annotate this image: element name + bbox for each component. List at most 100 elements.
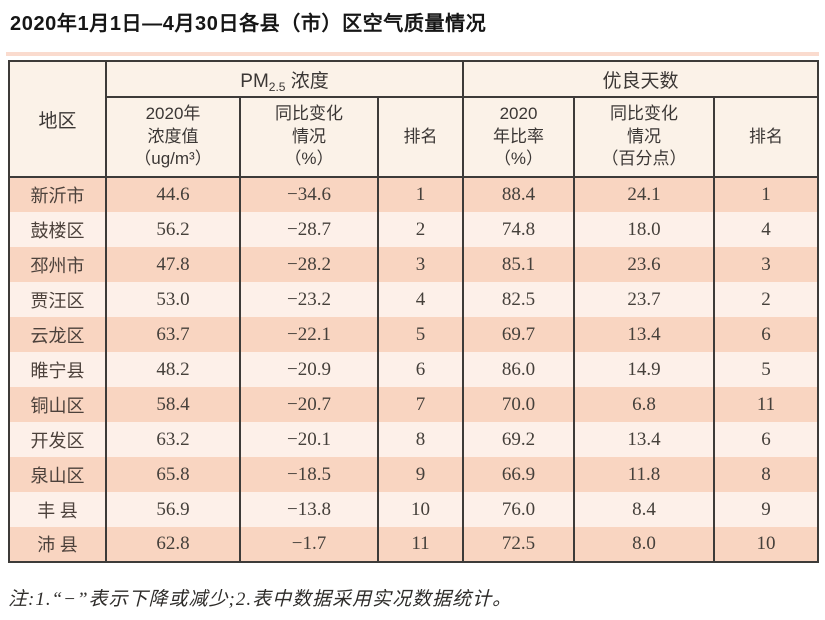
pm-rank-cell: 10 (377, 492, 464, 527)
pm-rank-cell: 11 (377, 527, 464, 562)
table-row: 云龙区 63.7 −22.1 5 69.7 13.4 6 (8, 317, 820, 352)
region-cell: 泉山区 (8, 457, 107, 492)
days-change-cell: 11.8 (573, 457, 715, 492)
pm-rank-cell: 8 (377, 422, 464, 457)
days-change-cell: 6.8 (573, 387, 715, 422)
pm-value-cell: 48.2 (105, 352, 241, 387)
pm-rank-cell: 5 (377, 317, 464, 352)
pm-value-cell: 56.2 (105, 212, 241, 247)
pm-rank-cell: 6 (377, 352, 464, 387)
table-row: 铜山区 58.4 −20.7 7 70.0 6.8 11 (8, 387, 820, 422)
days-ratio-cell: 66.9 (462, 457, 575, 492)
region-cell: 开发区 (8, 422, 107, 457)
table-row: 邳州市 47.8 −28.2 3 85.1 23.6 3 (8, 247, 820, 282)
pm-rank-cell: 2 (377, 212, 464, 247)
days-rank-cell: 11 (712, 387, 820, 422)
pm-change-cell: −20.7 (239, 387, 379, 422)
region-cell: 睢宁县 (8, 352, 107, 387)
days-ratio-cell: 82.5 (462, 282, 575, 317)
header-pm-change: 同比变化 情况 （%） (239, 97, 379, 178)
pm-change-cell: −28.7 (239, 212, 379, 247)
table-row: 丰 县 56.9 −13.8 10 76.0 8.4 9 (8, 492, 820, 527)
header-days-change: 同比变化 情况 （百分点） (573, 97, 715, 178)
pm-label-suffix: 浓度 (285, 70, 329, 92)
pm-value-cell: 63.7 (105, 317, 241, 352)
decorative-strip (6, 52, 819, 56)
days-rank-cell: 2 (712, 282, 820, 317)
pm-change-cell: −28.2 (239, 247, 379, 282)
days-rank-cell: 10 (712, 527, 820, 562)
pm-rank-cell: 1 (377, 177, 464, 212)
pm-change-cell: −22.1 (239, 317, 379, 352)
air-quality-table: 地区 PM2.5 浓度 优良天数 2020年 浓度值 （ug/m³） 同比变化 … (8, 60, 820, 563)
region-cell: 邳州市 (8, 247, 107, 282)
region-cell: 云龙区 (8, 317, 107, 352)
pm-value-cell: 62.8 (105, 527, 241, 562)
header-days-rank: 排名 (712, 97, 820, 178)
pm-change-cell: −20.1 (239, 422, 379, 457)
header-pm-rank: 排名 (377, 97, 464, 178)
table-row: 沛 县 62.8 −1.7 11 72.5 8.0 10 (8, 527, 820, 562)
days-change-cell: 23.6 (573, 247, 715, 282)
region-cell: 鼓楼区 (8, 212, 107, 247)
table-row: 开发区 63.2 −20.1 8 69.2 13.4 6 (8, 422, 820, 457)
days-change-cell: 13.4 (573, 422, 715, 457)
footnote: 注:1.“−”表示下降或减少;2.表中数据采用实况数据统计。 (8, 589, 513, 610)
pm-change-cell: −20.9 (239, 352, 379, 387)
days-change-cell: 13.4 (573, 317, 715, 352)
table-row: 睢宁县 48.2 −20.9 6 86.0 14.9 5 (8, 352, 820, 387)
days-change-cell: 8.4 (573, 492, 715, 527)
pm-value-cell: 58.4 (105, 387, 241, 422)
days-ratio-cell: 74.8 (462, 212, 575, 247)
pm-rank-cell: 4 (377, 282, 464, 317)
table-header: 地区 PM2.5 浓度 优良天数 2020年 浓度值 （ug/m³） 同比变化 … (8, 61, 820, 178)
days-ratio-cell: 88.4 (462, 177, 575, 212)
days-rank-cell: 8 (712, 457, 820, 492)
header-pm-value: 2020年 浓度值 （ug/m³） (105, 97, 241, 178)
pm-value-cell: 65.8 (105, 457, 241, 492)
days-ratio-cell: 72.5 (462, 527, 575, 562)
region-cell: 新沂市 (8, 177, 107, 212)
region-cell: 沛 县 (8, 527, 107, 562)
days-rank-cell: 6 (712, 317, 820, 352)
days-ratio-cell: 70.0 (462, 387, 575, 422)
group-header-good-days: 优良天数 (461, 61, 820, 98)
table-row: 贾汪区 53.0 −23.2 4 82.5 23.7 2 (8, 282, 820, 317)
pm-value-cell: 47.8 (105, 247, 241, 282)
pm-value-cell: 53.0 (105, 282, 241, 317)
table-row: 新沂市 44.6 −34.6 1 88.4 24.1 1 (8, 177, 820, 212)
pm-value-cell: 56.9 (105, 492, 241, 527)
days-change-cell: 24.1 (573, 177, 715, 212)
corner-header-region: 地区 (8, 61, 107, 178)
days-change-cell: 8.0 (573, 527, 715, 562)
days-rank-cell: 5 (712, 352, 820, 387)
group-header-row: 地区 PM2.5 浓度 优良天数 (8, 61, 820, 178)
sub-header-row: 2020年 浓度值 （ug/m³） 同比变化 情况 （%） 排名 2020 年比… (9, 97, 820, 178)
days-ratio-cell: 69.2 (462, 422, 575, 457)
days-rank-cell: 1 (712, 177, 820, 212)
region-cell: 丰 县 (8, 492, 107, 527)
pm-value-cell: 44.6 (105, 177, 241, 212)
days-ratio-cell: 86.0 (462, 352, 575, 387)
pm-change-cell: −13.8 (239, 492, 379, 527)
pm-rank-cell: 3 (377, 247, 464, 282)
days-change-cell: 18.0 (573, 212, 715, 247)
pm-rank-cell: 7 (377, 387, 464, 422)
days-ratio-cell: 85.1 (462, 247, 575, 282)
pm-rank-cell: 9 (377, 457, 464, 492)
pm-label-subscript: 2.5 (268, 79, 286, 94)
header-days-ratio: 2020 年比率 （%） (462, 97, 575, 178)
group-header-pm25: PM2.5 浓度 (105, 61, 464, 98)
pm-value-cell: 63.2 (105, 422, 241, 457)
days-ratio-cell: 69.7 (462, 317, 575, 352)
days-change-cell: 23.7 (573, 282, 715, 317)
days-rank-cell: 9 (712, 492, 820, 527)
region-cell: 铜山区 (8, 387, 107, 422)
pm-change-cell: −18.5 (239, 457, 379, 492)
table-row: 泉山区 65.8 −18.5 9 66.9 11.8 8 (8, 457, 820, 492)
region-cell: 贾汪区 (8, 282, 107, 317)
pm-change-cell: −34.6 (239, 177, 379, 212)
table-row: 鼓楼区 56.2 −28.7 2 74.8 18.0 4 (8, 212, 820, 247)
days-rank-cell: 6 (712, 422, 820, 457)
days-ratio-cell: 76.0 (462, 492, 575, 527)
